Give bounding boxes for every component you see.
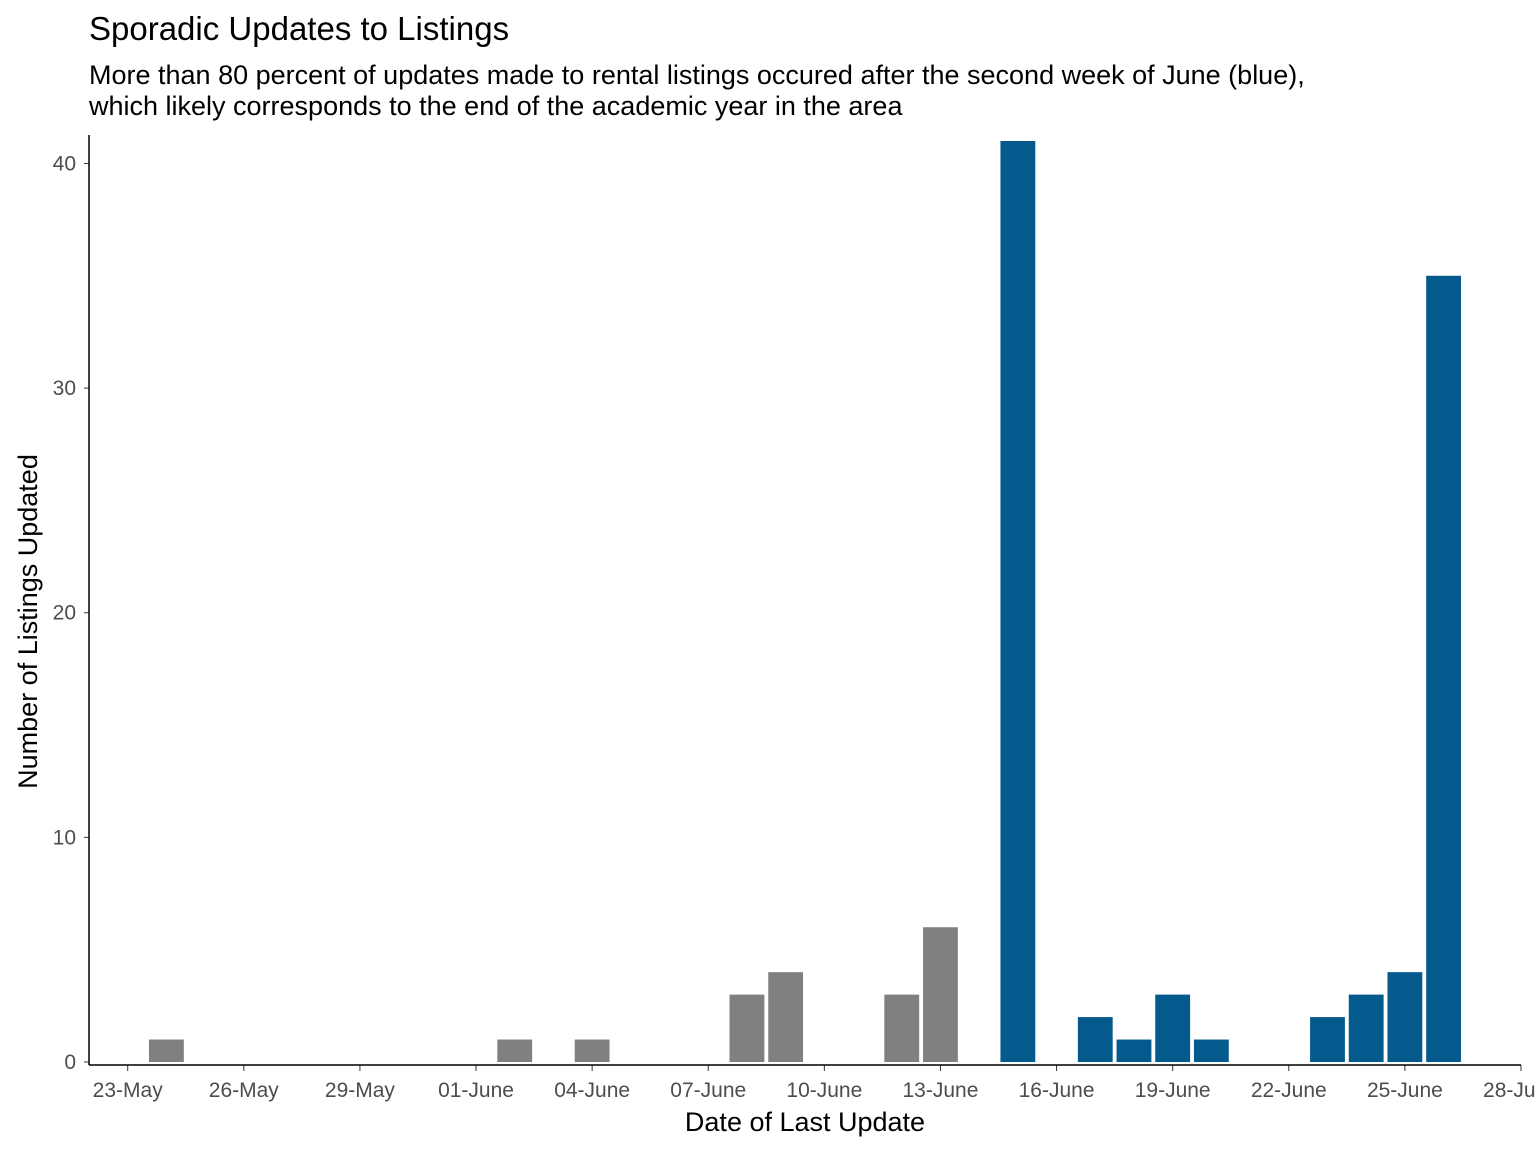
bar-2019-06-13 [923,927,958,1062]
x-tick-label: 04-June [554,1079,630,1102]
subtitle-line-2: which likely corresponds to the end of t… [89,91,903,121]
bar-2019-06-09 [768,972,804,1062]
bar-2019-06-25 [1387,972,1423,1062]
bar-2019-06-12 [884,994,920,1062]
bar-2019-06-02 [497,1039,533,1062]
x-tick-label: 22-June [1251,1079,1327,1102]
bar-2019-06-26 [1426,275,1462,1062]
bars-layer [148,141,1462,1062]
bar-2019-06-19 [1155,994,1191,1062]
x-tick-label: 16-June [1019,1079,1095,1102]
x-tick-label: 01-June [438,1079,514,1102]
y-tick-label: 20 [53,602,76,625]
bar-2019-06-24 [1348,994,1384,1062]
y-tick-label: 0 [64,1051,76,1074]
x-axis-title: Date of Last Update [685,1107,925,1137]
bar-2019-06-08 [729,994,765,1062]
x-tick-label: 25-June [1367,1079,1443,1102]
x-tick-label: 19-June [1135,1079,1211,1102]
bar-2019-06-15 [1000,141,1036,1062]
bar-2019-05-24 [148,1039,184,1062]
bar-2019-06-20 [1193,1039,1229,1062]
x-tick-label: 26-May [209,1079,280,1102]
bar-2019-06-18 [1116,1039,1152,1062]
subtitle-line-1: More than 80 percent of updates made to … [89,60,1305,90]
x-tick-label: 28-June [1483,1079,1536,1102]
y-tick-label: 30 [53,377,76,400]
bar-2019-06-17 [1077,1017,1113,1062]
x-tick-label: 13-June [903,1079,979,1102]
y-axis-title: Number of Listings Updated [13,454,43,789]
x-tick-label: 07-June [670,1079,746,1102]
x-tick-label: 10-June [786,1079,862,1102]
x-axis-ticks: 23-May 26-May 29-May 01-June 04-June 07-June 1… [93,1065,1536,1102]
y-tick-label: 10 [53,826,76,849]
y-axis-ticks: 0 10 20 30 40 [53,152,89,1074]
chart-title: Sporadic Updates to Listings [89,10,510,47]
x-tick-label: 23-May [93,1079,164,1102]
chart-subtitle: More than 80 percent of updates made to … [89,60,1305,122]
bar-2019-06-04 [574,1039,610,1062]
bar-2019-06-23 [1310,1017,1345,1062]
x-tick-label: 29-May [325,1079,396,1102]
y-tick-label: 40 [53,152,76,175]
